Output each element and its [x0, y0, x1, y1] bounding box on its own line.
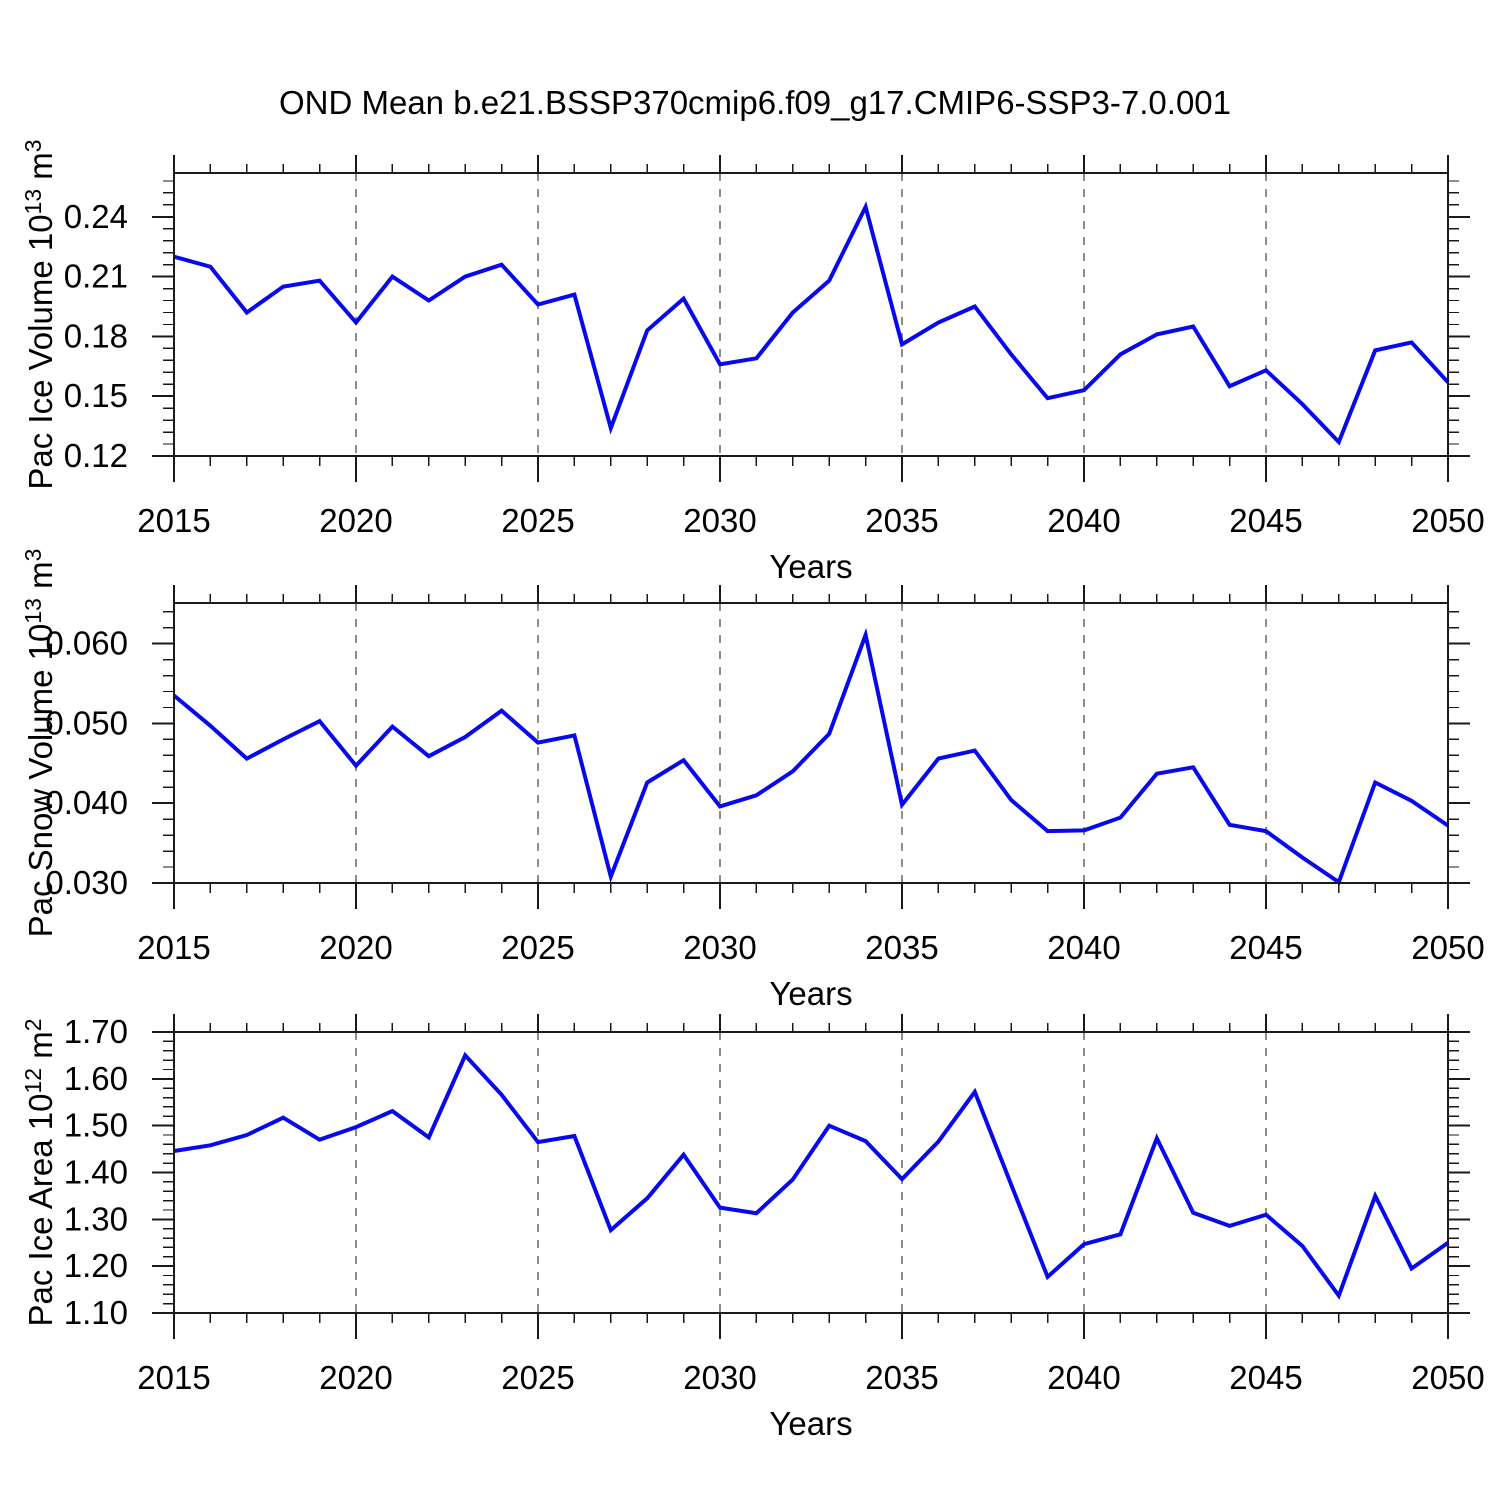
x-tick-label: 2030: [683, 502, 756, 539]
axis-labels: 2015 2020 2025 2030 2035 2040 2045 2050 0.12 0.15…: [20, 139, 1485, 585]
pac-snow-volume-panel: 2015 2020 2025 2030 2035 2040 2045 2050 0.030 0.0…: [20, 549, 1485, 1012]
pac-ice-volume-panel: 2015 2020 2025 2030 2035 2040 2045 2050 0.12 0.15…: [20, 139, 1485, 585]
y-tick-label: 0.15: [64, 377, 128, 414]
y-tick-label: 1.10: [64, 1294, 128, 1331]
x-tick-label: 2020: [319, 1359, 392, 1396]
axis-ticks: [152, 585, 1470, 909]
plot-frame: [173, 172, 1449, 457]
x-tick-label: 2040: [1047, 1359, 1120, 1396]
series-line: [173, 201, 1450, 446]
plot-frame: [173, 1031, 1449, 1314]
x-tick-label: 2040: [1047, 502, 1120, 539]
x-tick-label: 2020: [319, 929, 392, 966]
axis-labels: 2015 2020 2025 2030 2035 2040 2045 2050 0.030 0.0…: [20, 549, 1485, 1012]
x-tick-label: 2045: [1229, 929, 1302, 966]
figure-title: OND Mean b.e21.BSSP370cmip6.f09_g17.CMIP…: [278, 84, 1232, 121]
x-tick-label: 2025: [501, 929, 574, 966]
x-tick-label: 2035: [865, 929, 938, 966]
y-tick-label: 1.50: [64, 1107, 128, 1144]
x-tick-label: 2050: [1411, 502, 1484, 539]
axis-ticks: [152, 155, 1470, 482]
x-axis-title: Years: [769, 548, 852, 585]
y-tick-label: 0.24: [64, 198, 128, 235]
x-tick-label: 2015: [137, 1359, 210, 1396]
series-line: [172, 627, 1450, 886]
x-tick-label: 2030: [683, 1359, 756, 1396]
y-tick-label: 0.21: [64, 258, 128, 295]
y-tick-label: 0.040: [45, 784, 128, 821]
x-axis-title: Years: [769, 975, 852, 1012]
y-tick-label: 1.70: [64, 1013, 128, 1050]
y-tick-label: 0.060: [45, 625, 128, 662]
x-tick-label: 2015: [137, 929, 210, 966]
pac-ice-area-panel: 2015 2020 2025 2030 2035 2040 2045 2050 1.10 1.20…: [20, 1013, 1485, 1442]
series-line: [173, 1051, 1450, 1300]
x-tick-label: 2050: [1411, 929, 1484, 966]
y-tick-label: 0.030: [45, 864, 128, 901]
plot-frame: [173, 602, 1449, 884]
y-tick-label: 1.60: [64, 1060, 128, 1097]
x-tick-label: 2045: [1229, 1359, 1302, 1396]
x-tick-label: 2040: [1047, 929, 1120, 966]
x-tick-label: 2025: [501, 1359, 574, 1396]
y-tick-label: 0.050: [45, 704, 128, 741]
x-tick-label: 2050: [1411, 1359, 1484, 1396]
y-tick-label: 0.18: [64, 317, 128, 354]
x-axis-title: Years: [769, 1405, 852, 1442]
x-tick-label: 2045: [1229, 502, 1302, 539]
y-tick-label: 1.20: [64, 1247, 128, 1284]
y-axis-title: Pac Ice Volume 1013 m3: [20, 139, 59, 489]
axis-ticks: [152, 1014, 1470, 1339]
y-tick-label: 0.12: [64, 437, 128, 474]
axis-labels: 2015 2020 2025 2030 2035 2040 2045 2050 1.10 1.20…: [20, 1013, 1485, 1442]
x-tick-label: 2030: [683, 929, 756, 966]
x-tick-label: 2035: [865, 1359, 938, 1396]
x-tick-label: 2015: [137, 502, 210, 539]
x-tick-label: 2025: [501, 502, 574, 539]
y-axis-title: Pac Snow Volume 1013 m3: [20, 549, 59, 938]
x-tick-label: 2020: [319, 502, 392, 539]
x-tick-label: 2035: [865, 502, 938, 539]
y-tick-label: 1.40: [64, 1154, 128, 1191]
y-tick-label: 1.30: [64, 1200, 128, 1237]
y-axis-title: Pac Ice Area 1012 m2: [20, 1018, 59, 1326]
